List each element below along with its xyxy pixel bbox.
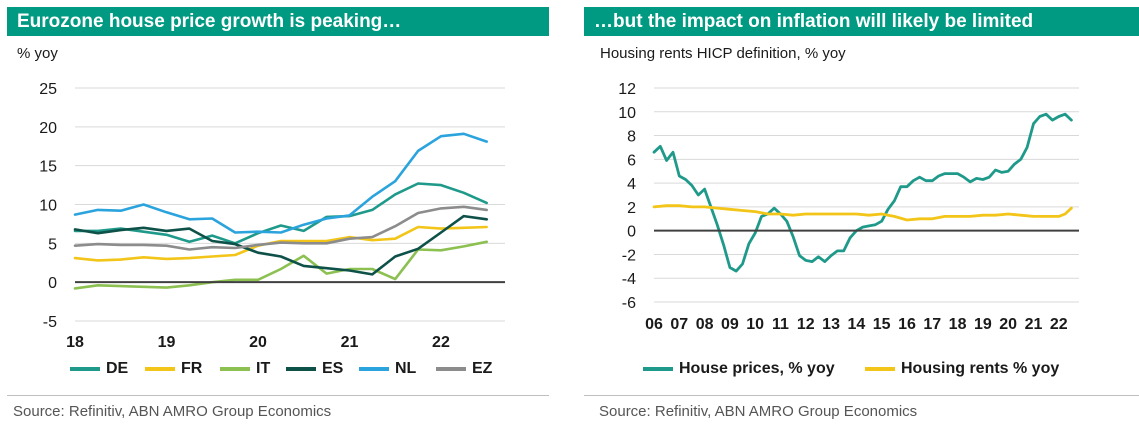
right-line-chart: -6 -4 -2 0 2 4 6 8 10 12 06 07 08 09 10 11 12 13 14 15 16 17 1…: [618, 81, 1079, 333]
legend-swatch: [865, 367, 895, 371]
right-series-housing-rents-yoy: [652, 204, 1073, 222]
left-y-tick-label: 0: [48, 275, 57, 292]
right-source-divider: [584, 395, 1139, 396]
legend-label: NL: [395, 360, 417, 377]
right-x-tick-label: 18: [949, 316, 967, 333]
legend-swatch: [436, 367, 466, 371]
left-x-tick-label: 19: [158, 334, 176, 351]
legend-swatch: [220, 367, 250, 371]
right-y-unit-label: Housing rents HICP definition, % yoy: [600, 45, 846, 62]
right-x-tick-label: 07: [670, 316, 688, 333]
legend-label: House prices, % yoy: [679, 360, 835, 377]
left-series-es: [73, 214, 489, 276]
right-x-tick-label: 11: [772, 316, 789, 333]
right-x-tick-label: 21: [1025, 316, 1043, 333]
left-chart-panel: Eurozone house price growth is peaking… …: [0, 0, 555, 428]
legend-label: Housing rents % yoy: [901, 360, 1060, 377]
right-x-tick-label: 08: [696, 316, 714, 333]
legend-label: ES: [322, 360, 344, 377]
right-x-tick-label: 13: [822, 316, 840, 333]
right-x-tick-label: 12: [797, 316, 815, 333]
right-y-tick-label: -4: [622, 271, 636, 288]
right-x-tick-label: 06: [645, 316, 663, 333]
right-x-tick-label: 22: [1050, 316, 1068, 333]
legend-label: DE: [106, 360, 129, 377]
right-series-house-prices-yoy: [652, 112, 1073, 273]
left-source-divider: [7, 395, 549, 396]
legend-label: FR: [181, 360, 203, 377]
right-x-tick-label: 20: [999, 316, 1017, 333]
legend-swatch: [359, 367, 389, 371]
right-x-tick-label: 10: [746, 316, 764, 333]
legend-swatch: [643, 367, 673, 371]
left-y-tick-label: -5: [43, 314, 57, 331]
left-x-tick-label: 18: [66, 334, 84, 351]
right-chart-title: …but the impact on inflation will likely…: [584, 7, 1139, 36]
left-series-fr: [73, 225, 489, 262]
right-x-tick-label: 09: [721, 316, 739, 333]
right-y-tick-label: 12: [618, 81, 636, 98]
left-series-de: [73, 182, 489, 245]
left-x-tick-label: 20: [249, 334, 267, 351]
legend-label: EZ: [472, 360, 493, 377]
right-x-tick-label: 16: [898, 316, 916, 333]
right-x-tick-label: 14: [847, 316, 865, 333]
left-x-tick-label: 22: [432, 334, 450, 351]
right-y-tick-label: -2: [622, 247, 636, 264]
right-y-tick-label: 0: [627, 224, 636, 241]
right-x-tick-label: 19: [974, 316, 992, 333]
left-y-tick-label: 5: [48, 236, 57, 253]
right-x-tick-label: 15: [873, 316, 891, 333]
right-y-tick-label: 8: [627, 129, 636, 146]
left-series-ez: [73, 205, 489, 251]
legend-swatch: [286, 367, 316, 371]
right-source-note: Source: Refinitiv, ABN AMRO Group Econom…: [599, 403, 918, 420]
left-y-tick-label: 10: [39, 198, 57, 215]
legend-label: IT: [256, 360, 271, 377]
left-series-nl: [73, 132, 489, 234]
left-x-tick-label: 21: [341, 334, 359, 351]
right-y-tick-label: 4: [627, 176, 636, 193]
legend-swatch: [145, 367, 175, 371]
left-y-unit-label: % yoy: [17, 45, 58, 62]
right-y-tick-label: -6: [622, 295, 636, 312]
right-y-tick-label: 6: [627, 152, 636, 169]
right-y-tick-label: 10: [618, 105, 636, 122]
left-line-chart: -5 0 5 10 15 20 25 18 19 20 21 22: [39, 81, 505, 351]
right-chart-panel: …but the impact on inflation will likely…: [584, 0, 1139, 428]
right-y-tick-label: 2: [627, 200, 636, 217]
legend-swatch: [70, 367, 100, 371]
right-x-tick-label: 17: [923, 316, 941, 333]
left-y-tick-label: 25: [39, 81, 57, 98]
left-chart-title: Eurozone house price growth is peaking…: [7, 7, 549, 36]
left-y-tick-label: 15: [39, 159, 57, 176]
left-source-note: Source: Refinitiv, ABN AMRO Group Econom…: [13, 403, 332, 420]
left-y-tick-label: 20: [39, 120, 57, 137]
